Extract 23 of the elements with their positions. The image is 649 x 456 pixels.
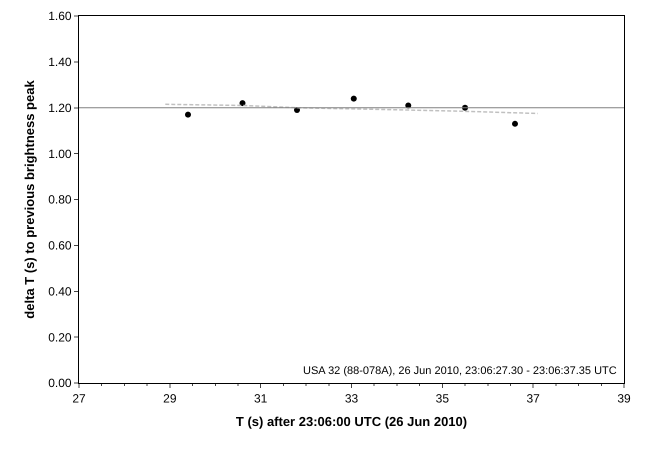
y-tick-label: 1.00 (48, 146, 72, 161)
y-tick-label: 1.20 (48, 100, 72, 115)
y-tick-label: 0.40 (48, 284, 72, 298)
y-axis-title: delta T (s) to previous brightness peak (22, 80, 38, 319)
point (185, 112, 191, 118)
y-tick-label: 0.00 (48, 376, 72, 390)
x-tick-label: 27 (72, 391, 86, 406)
y-tick-label: 1.40 (48, 55, 72, 70)
x-tick-label: 31 (254, 391, 268, 406)
x-tick-label: 35 (436, 391, 450, 406)
point (512, 120, 518, 127)
y-tick-label: 0.80 (48, 192, 72, 207)
x-axis-title: T (s) after 23:06:00 UTC (26 Jun 2010) (236, 414, 468, 429)
y-tick-label: 0.60 (48, 238, 72, 253)
point (240, 100, 246, 106)
y-tick-label: 1.60 (48, 9, 72, 24)
x-tick-label: 29 (163, 391, 177, 406)
y-tick-label: 0.20 (48, 330, 72, 344)
x-tick-label: 37 (526, 391, 540, 406)
x-tick-label: 33 (344, 391, 358, 406)
x-tick-label: 39 (617, 391, 631, 406)
annotation: USA 32 (88-078A), 26 Jun 2010, 23:06:27.30 - 23:06:37.35 UTC (303, 365, 617, 377)
point (350, 96, 357, 102)
